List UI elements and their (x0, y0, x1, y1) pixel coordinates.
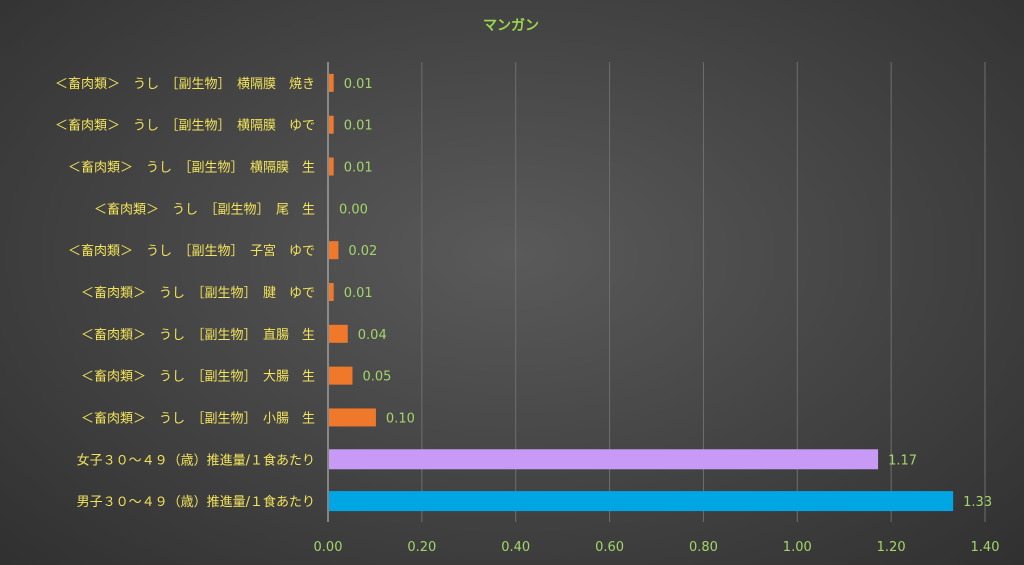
x-tick-label: 0.40 (501, 540, 530, 555)
bars: 0.01 0.01 0.01 0.00 0.02 0.01 0.04 0.05 0.10 1.17… (329, 73, 992, 512)
bar (329, 449, 879, 470)
category-label: ＜畜肉類＞ うし ［副生物］ 尾 生 (94, 201, 315, 217)
x-axis-ticks: 0.00 0.20 0.40 0.60 0.80 1.00 1.20 1.40 (314, 540, 1000, 555)
x-tick-label: 0.60 (595, 540, 624, 555)
data-label: 0.01 (344, 119, 373, 134)
data-label: 0.01 (344, 286, 373, 301)
chart-title: マンガン (483, 18, 539, 34)
data-label: 0.01 (344, 161, 373, 176)
data-label: 0.04 (358, 328, 387, 343)
bar (329, 366, 353, 385)
category-label: ＜畜肉類＞ うし ［副生物］ 小腸 生 (81, 410, 315, 426)
category-labels: ＜畜肉類＞ うし ［副生物］ 横隔膜 焼き ＜畜肉類＞ うし ［副生物］ 横隔膜 … (55, 76, 315, 510)
bar (329, 157, 334, 176)
bar (329, 491, 954, 512)
x-tick-label: 0.80 (689, 540, 718, 555)
data-label: 0.00 (339, 202, 368, 217)
data-label: 0.05 (362, 370, 391, 385)
x-tick-label: 1.40 (971, 540, 1000, 555)
x-tick-label: 1.20 (877, 540, 906, 555)
data-label: 0.01 (344, 77, 373, 92)
bar (329, 283, 334, 301)
x-tick-label: 1.00 (783, 540, 812, 555)
category-label: ＜畜肉類＞ うし ［副生物］ 直腸 生 (81, 327, 315, 343)
category-label: ＜畜肉類＞ うし ［副生物］ 横隔膜 焼き (55, 76, 315, 92)
x-tick-label: 0.20 (407, 540, 436, 555)
data-label: 1.17 (888, 453, 917, 468)
category-label: 女子３０～４９（歳）推進量/１食あたり (77, 452, 315, 468)
bar (329, 241, 339, 260)
data-label: 0.10 (386, 411, 415, 426)
data-label: 0.02 (348, 244, 377, 259)
category-label: ＜畜肉類＞ うし ［副生物］ 子宮 ゆで (68, 243, 315, 259)
category-label: ＜畜肉類＞ うし ［副生物］ 横隔膜 ゆで (55, 118, 315, 134)
category-label: ＜畜肉類＞ うし ［副生物］ 腱 ゆで (81, 285, 315, 301)
data-label: 1.33 (963, 495, 992, 510)
bar (329, 408, 376, 427)
bar (329, 115, 334, 134)
category-label: 男子３０～４９（歳）推進量/１食あたり (77, 494, 315, 510)
bar (329, 73, 334, 92)
x-tick-label: 0.00 (314, 540, 343, 555)
category-label: ＜畜肉類＞ うし ［副生物］ 大腸 生 (81, 369, 315, 385)
gridlines (421, 62, 986, 522)
category-label: ＜畜肉類＞ うし ［副生物］ 横隔膜 生 (68, 160, 315, 176)
bar (329, 324, 348, 343)
